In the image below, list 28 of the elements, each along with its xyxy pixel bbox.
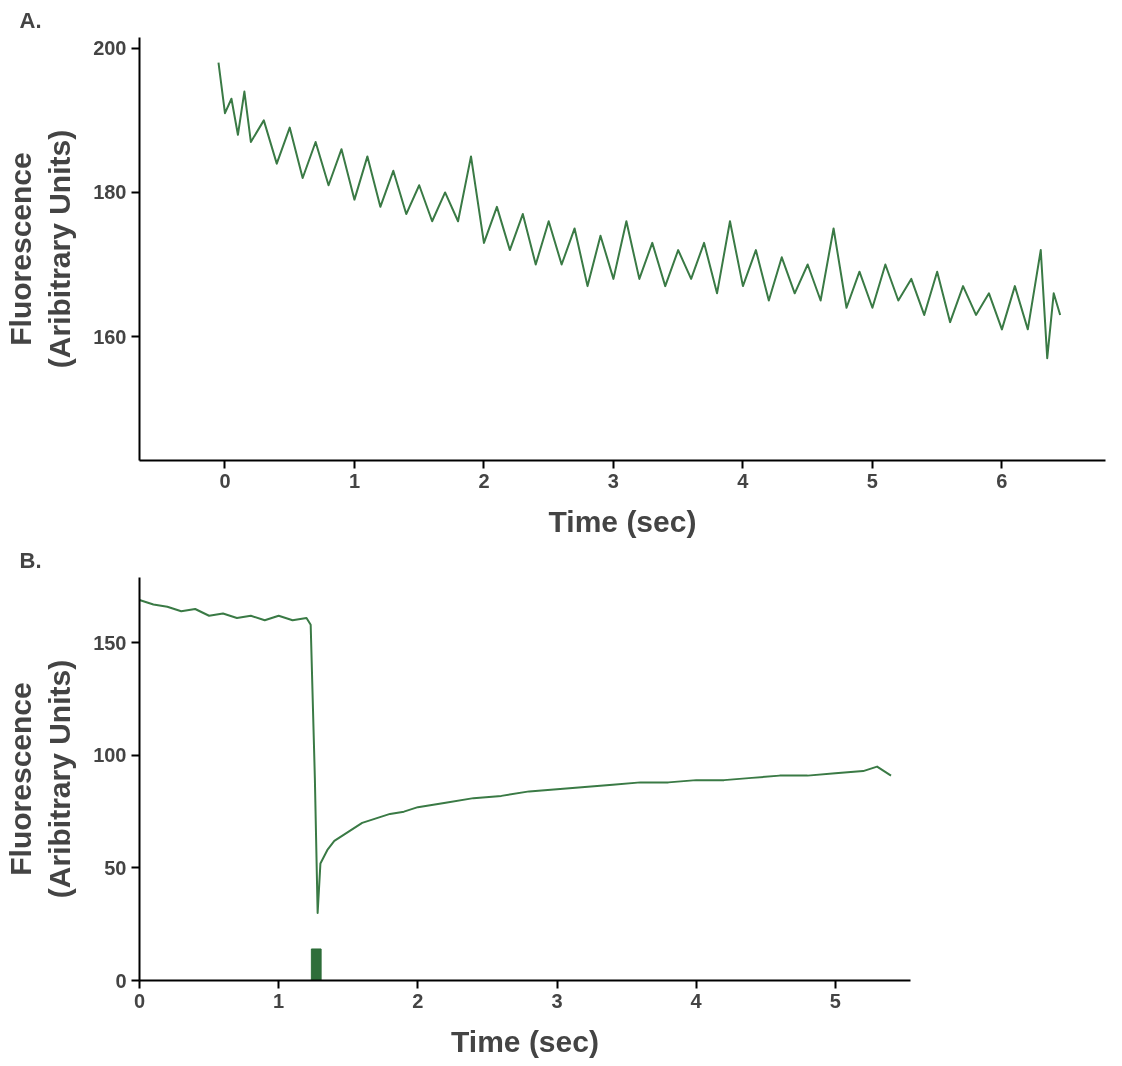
y-tick-label: 160 [93, 325, 127, 348]
chart-title: A. [19, 7, 42, 33]
y-tick-label: 180 [93, 181, 127, 204]
x-tick-label: 0 [133, 989, 146, 1012]
x-tick-label: 2 [412, 989, 424, 1012]
x-tick-label: 3 [607, 469, 619, 492]
x-tick-label: 6 [996, 469, 1008, 492]
y-axis-title: Fluorescence (Aribitrary Units) [3, 659, 77, 899]
chart-title: B. [19, 547, 42, 573]
line-series [217, 61, 1062, 360]
x-axis-title: Time (sec) [451, 1024, 599, 1058]
x-tick-label: 3 [551, 989, 563, 1012]
x-tick-label: 1 [273, 989, 285, 1012]
line-series [139, 599, 893, 914]
x-tick-label: 4 [690, 989, 703, 1012]
x-tick-label: 5 [866, 469, 878, 492]
y-tick-label: 50 [104, 856, 127, 879]
y-tick-label: 200 [93, 37, 127, 60]
x-axis-title: Time (sec) [548, 504, 697, 538]
y-tick-label: 0 [115, 969, 127, 992]
x-tick-label: 4 [737, 469, 750, 492]
x-tick-label: 1 [348, 469, 361, 492]
x-tick-label: 5 [829, 989, 841, 1012]
y-tick-label: 150 [93, 631, 127, 654]
y-axis-title: Fluorescence (Aribitrary Units) [3, 129, 77, 369]
x-tick-label: 2 [478, 469, 490, 492]
y-tick-label: 100 [93, 744, 127, 767]
x-tick-label: 0 [219, 469, 231, 492]
